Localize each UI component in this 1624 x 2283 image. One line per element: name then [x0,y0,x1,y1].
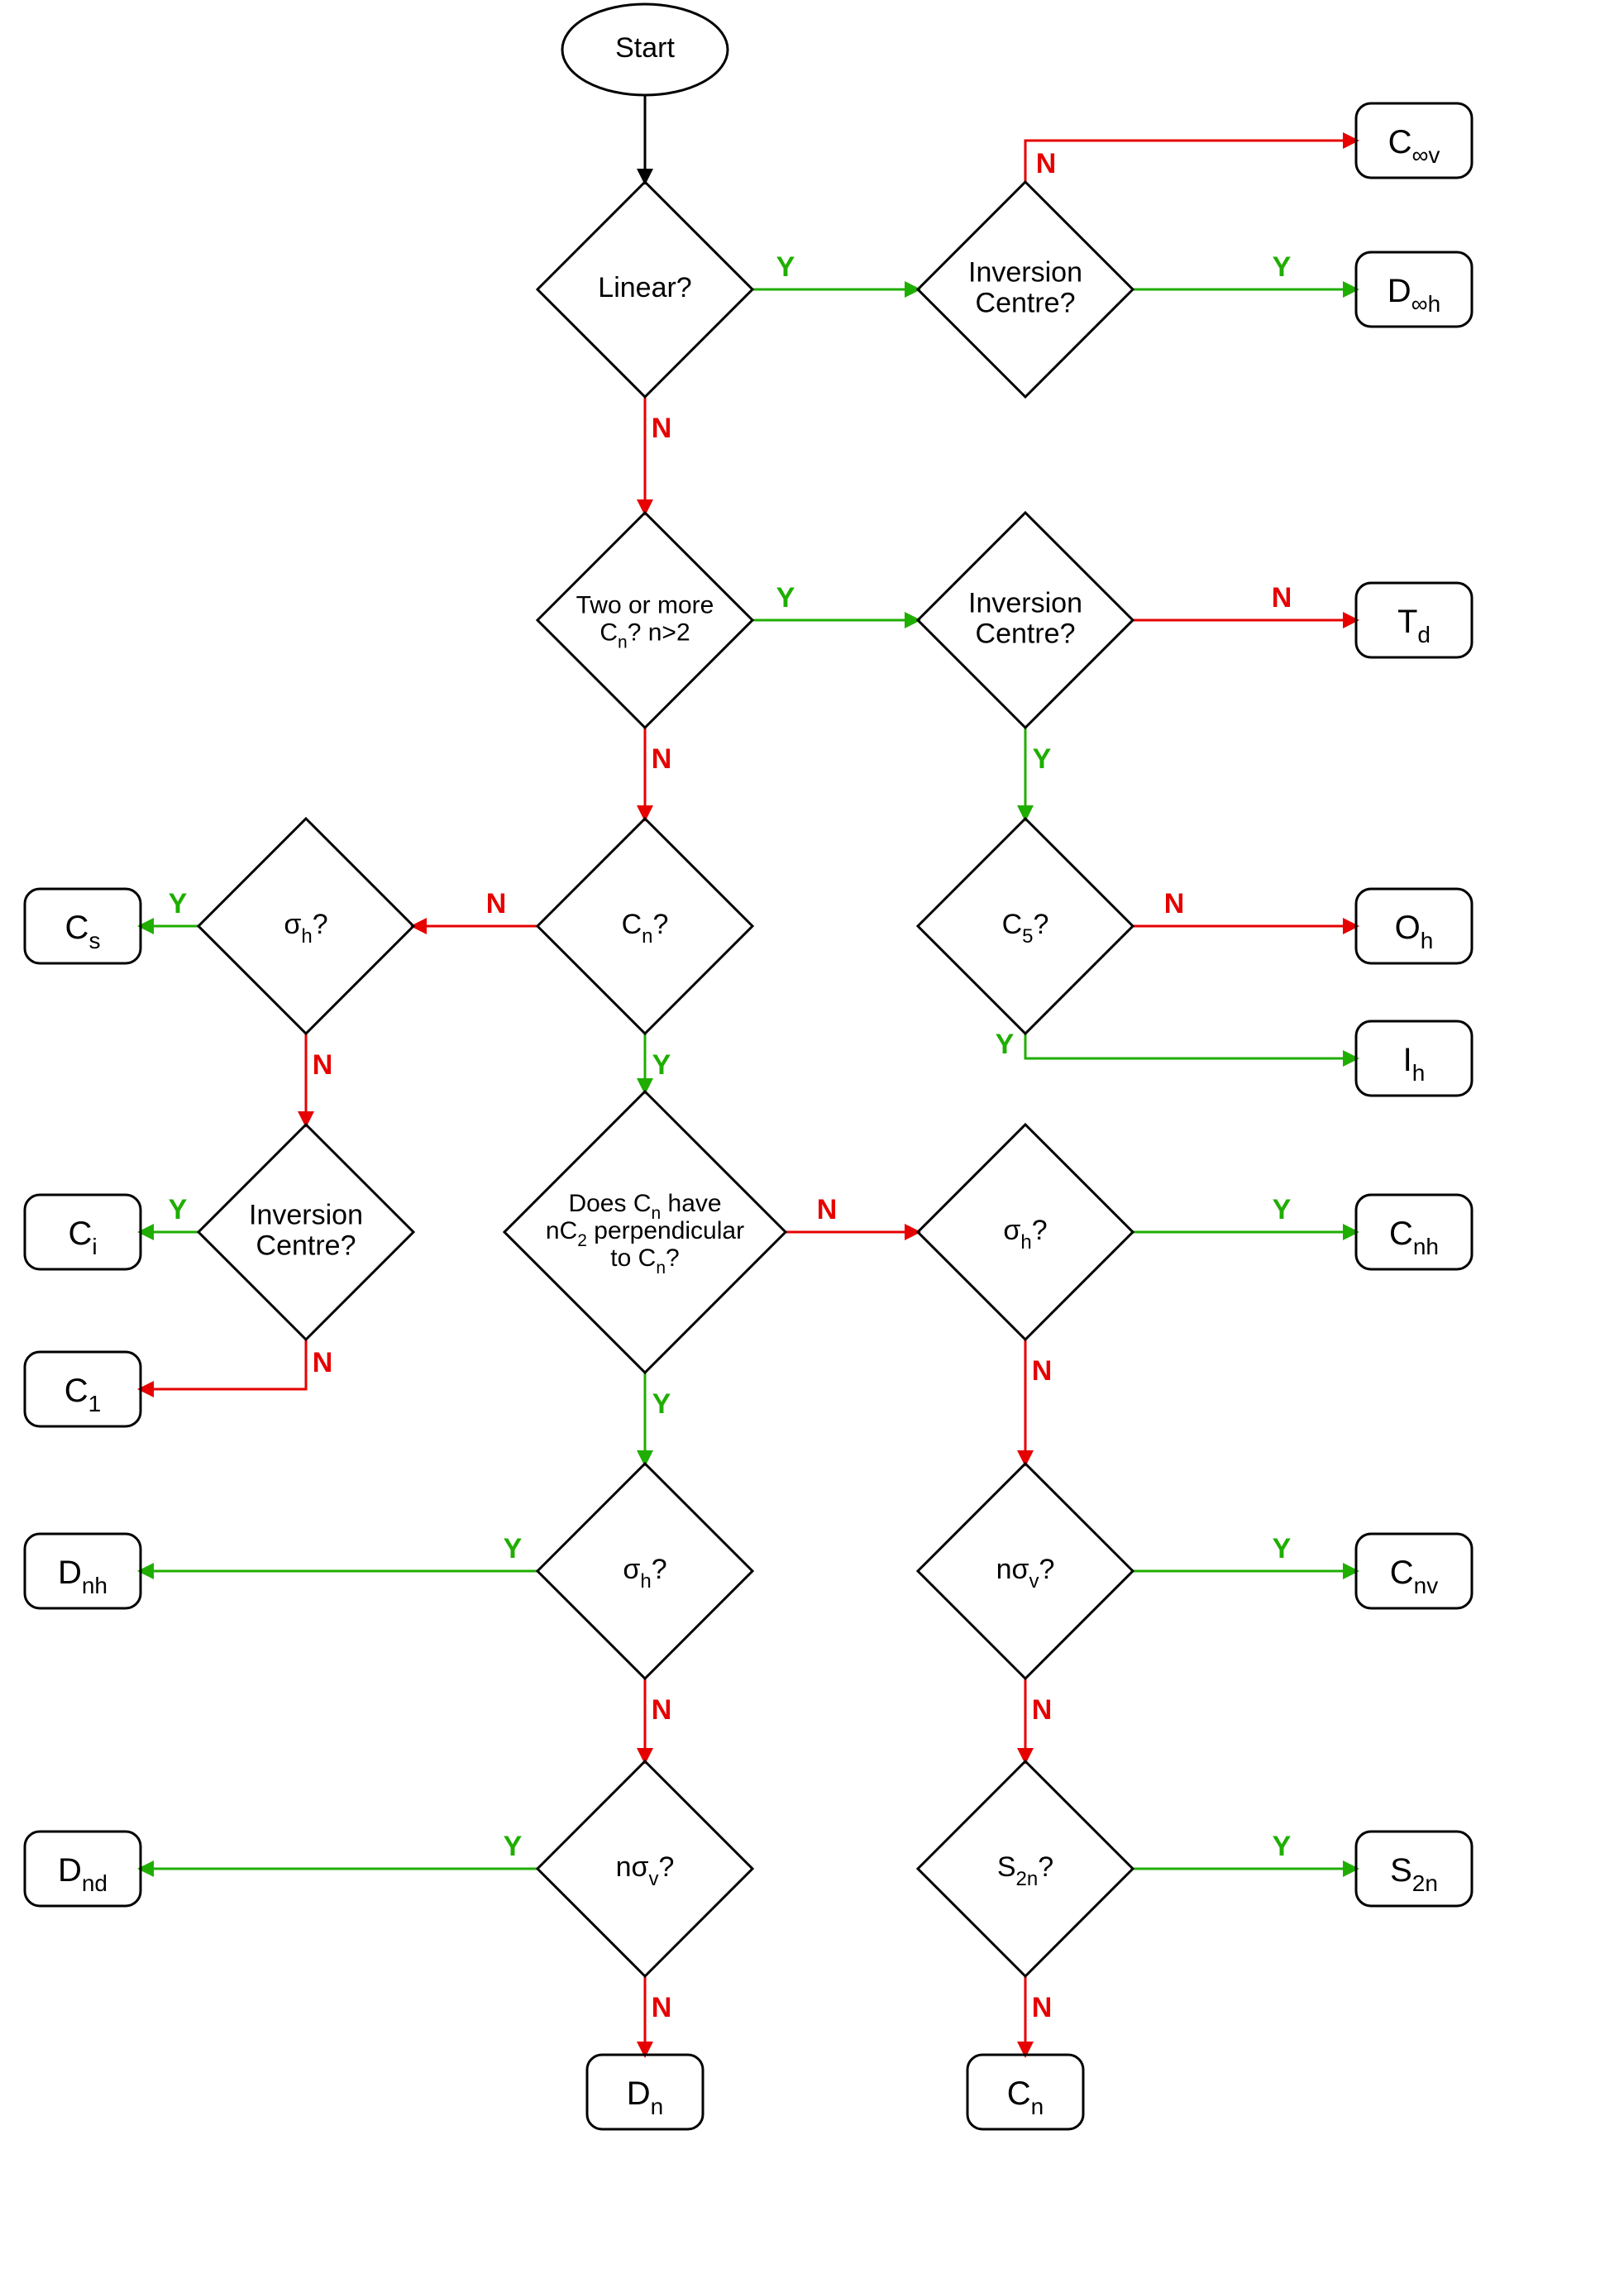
decision-label: nσv? [996,1554,1055,1593]
terminal-label: Ih [1403,1042,1426,1086]
decision-label: σh? [1003,1215,1047,1254]
edge-label: Y [169,888,188,919]
terminal-label: C1 [64,1373,101,1416]
decision-label: Inversion [968,256,1082,288]
decision-label: σh? [284,909,327,948]
terminal-label: D∞h [1388,273,1440,317]
decision-label: nσv? [616,1851,675,1890]
edge-label: Y [1273,251,1292,283]
edge-label: Y [504,1533,523,1564]
edge-label: Y [1273,1831,1292,1862]
flowchart-canvas: Y N Y N Y N N Y N Y N Y Y N Y N N Y Y N Y N Y N Y N Y N Start Linear?… [0,0,1624,2283]
edges-layer: Y N Y N Y N N Y N Y N Y Y N Y N N Y Y N Y N Y N Y N Y N [141,95,1356,2055]
terminal-label: Cs [65,910,101,953]
edge-label: Y [652,1388,671,1420]
decision-label: Cn? [622,909,669,948]
decision-label: Centre? [256,1230,356,1262]
edge-label: N [652,413,672,444]
terminal-label: Oh [1395,910,1434,953]
edge-label: N [313,1049,333,1081]
edge-label: N [652,1992,672,2023]
edge-label: Y [169,1194,188,1225]
edge-label: Y [652,1049,671,1081]
nodes-layer: StartLinear?InversionCentre?Two or moreC… [25,4,1472,2129]
decision-label: Start [615,32,675,64]
decision-label: Inversion [968,587,1082,619]
decision-label: σh? [623,1554,666,1593]
edge-label: N [652,743,672,775]
terminal-label: Td [1397,604,1431,647]
decision-label: Inversion [249,1199,363,1230]
terminal-label: Ci [68,1216,97,1259]
decision-label: Cn? n>2 [599,619,690,652]
edge-label: N [313,1347,333,1378]
terminal-label: Cn [1007,2075,1044,2119]
edge-label: Y [776,251,795,283]
terminal-label: Cnv [1390,1555,1438,1598]
edge [1025,141,1356,182]
decision-label: Two or more [576,591,714,619]
terminal-label: Dnh [58,1555,107,1598]
decision-label: Centre? [976,619,1076,650]
edge-label: N [1032,1355,1053,1387]
edge-label: N [1164,888,1185,919]
edge-label: N [1032,1694,1053,1726]
edge-label: N [652,1694,672,1726]
decision-label: to Cn? [610,1244,679,1278]
decision-label: S2n? [997,1851,1053,1890]
terminal-label: Cnh [1389,1216,1439,1259]
terminal-label: C∞v [1388,124,1440,168]
edge-label: Y [996,1029,1015,1060]
terminal-label: S2n [1390,1852,1438,1896]
terminal-label: Dn [627,2075,663,2119]
edge-label: Y [1033,743,1052,775]
edge-label: N [817,1194,838,1225]
edge-label: N [1032,1992,1053,2023]
edge-label: Y [1273,1533,1292,1564]
edge [141,1340,306,1389]
terminal-label: Dnd [58,1852,107,1896]
decision-label: C5? [1002,909,1049,948]
edge-label: Y [1273,1194,1292,1225]
edge [1025,1034,1356,1058]
decision-label: Centre? [976,288,1076,319]
edge-label: Y [504,1831,523,1862]
edge-label: N [486,888,507,919]
edge-label: N [1036,148,1057,179]
edge-label: N [1272,582,1292,614]
decision-label: Linear? [598,272,691,303]
edge-label: Y [776,582,795,614]
